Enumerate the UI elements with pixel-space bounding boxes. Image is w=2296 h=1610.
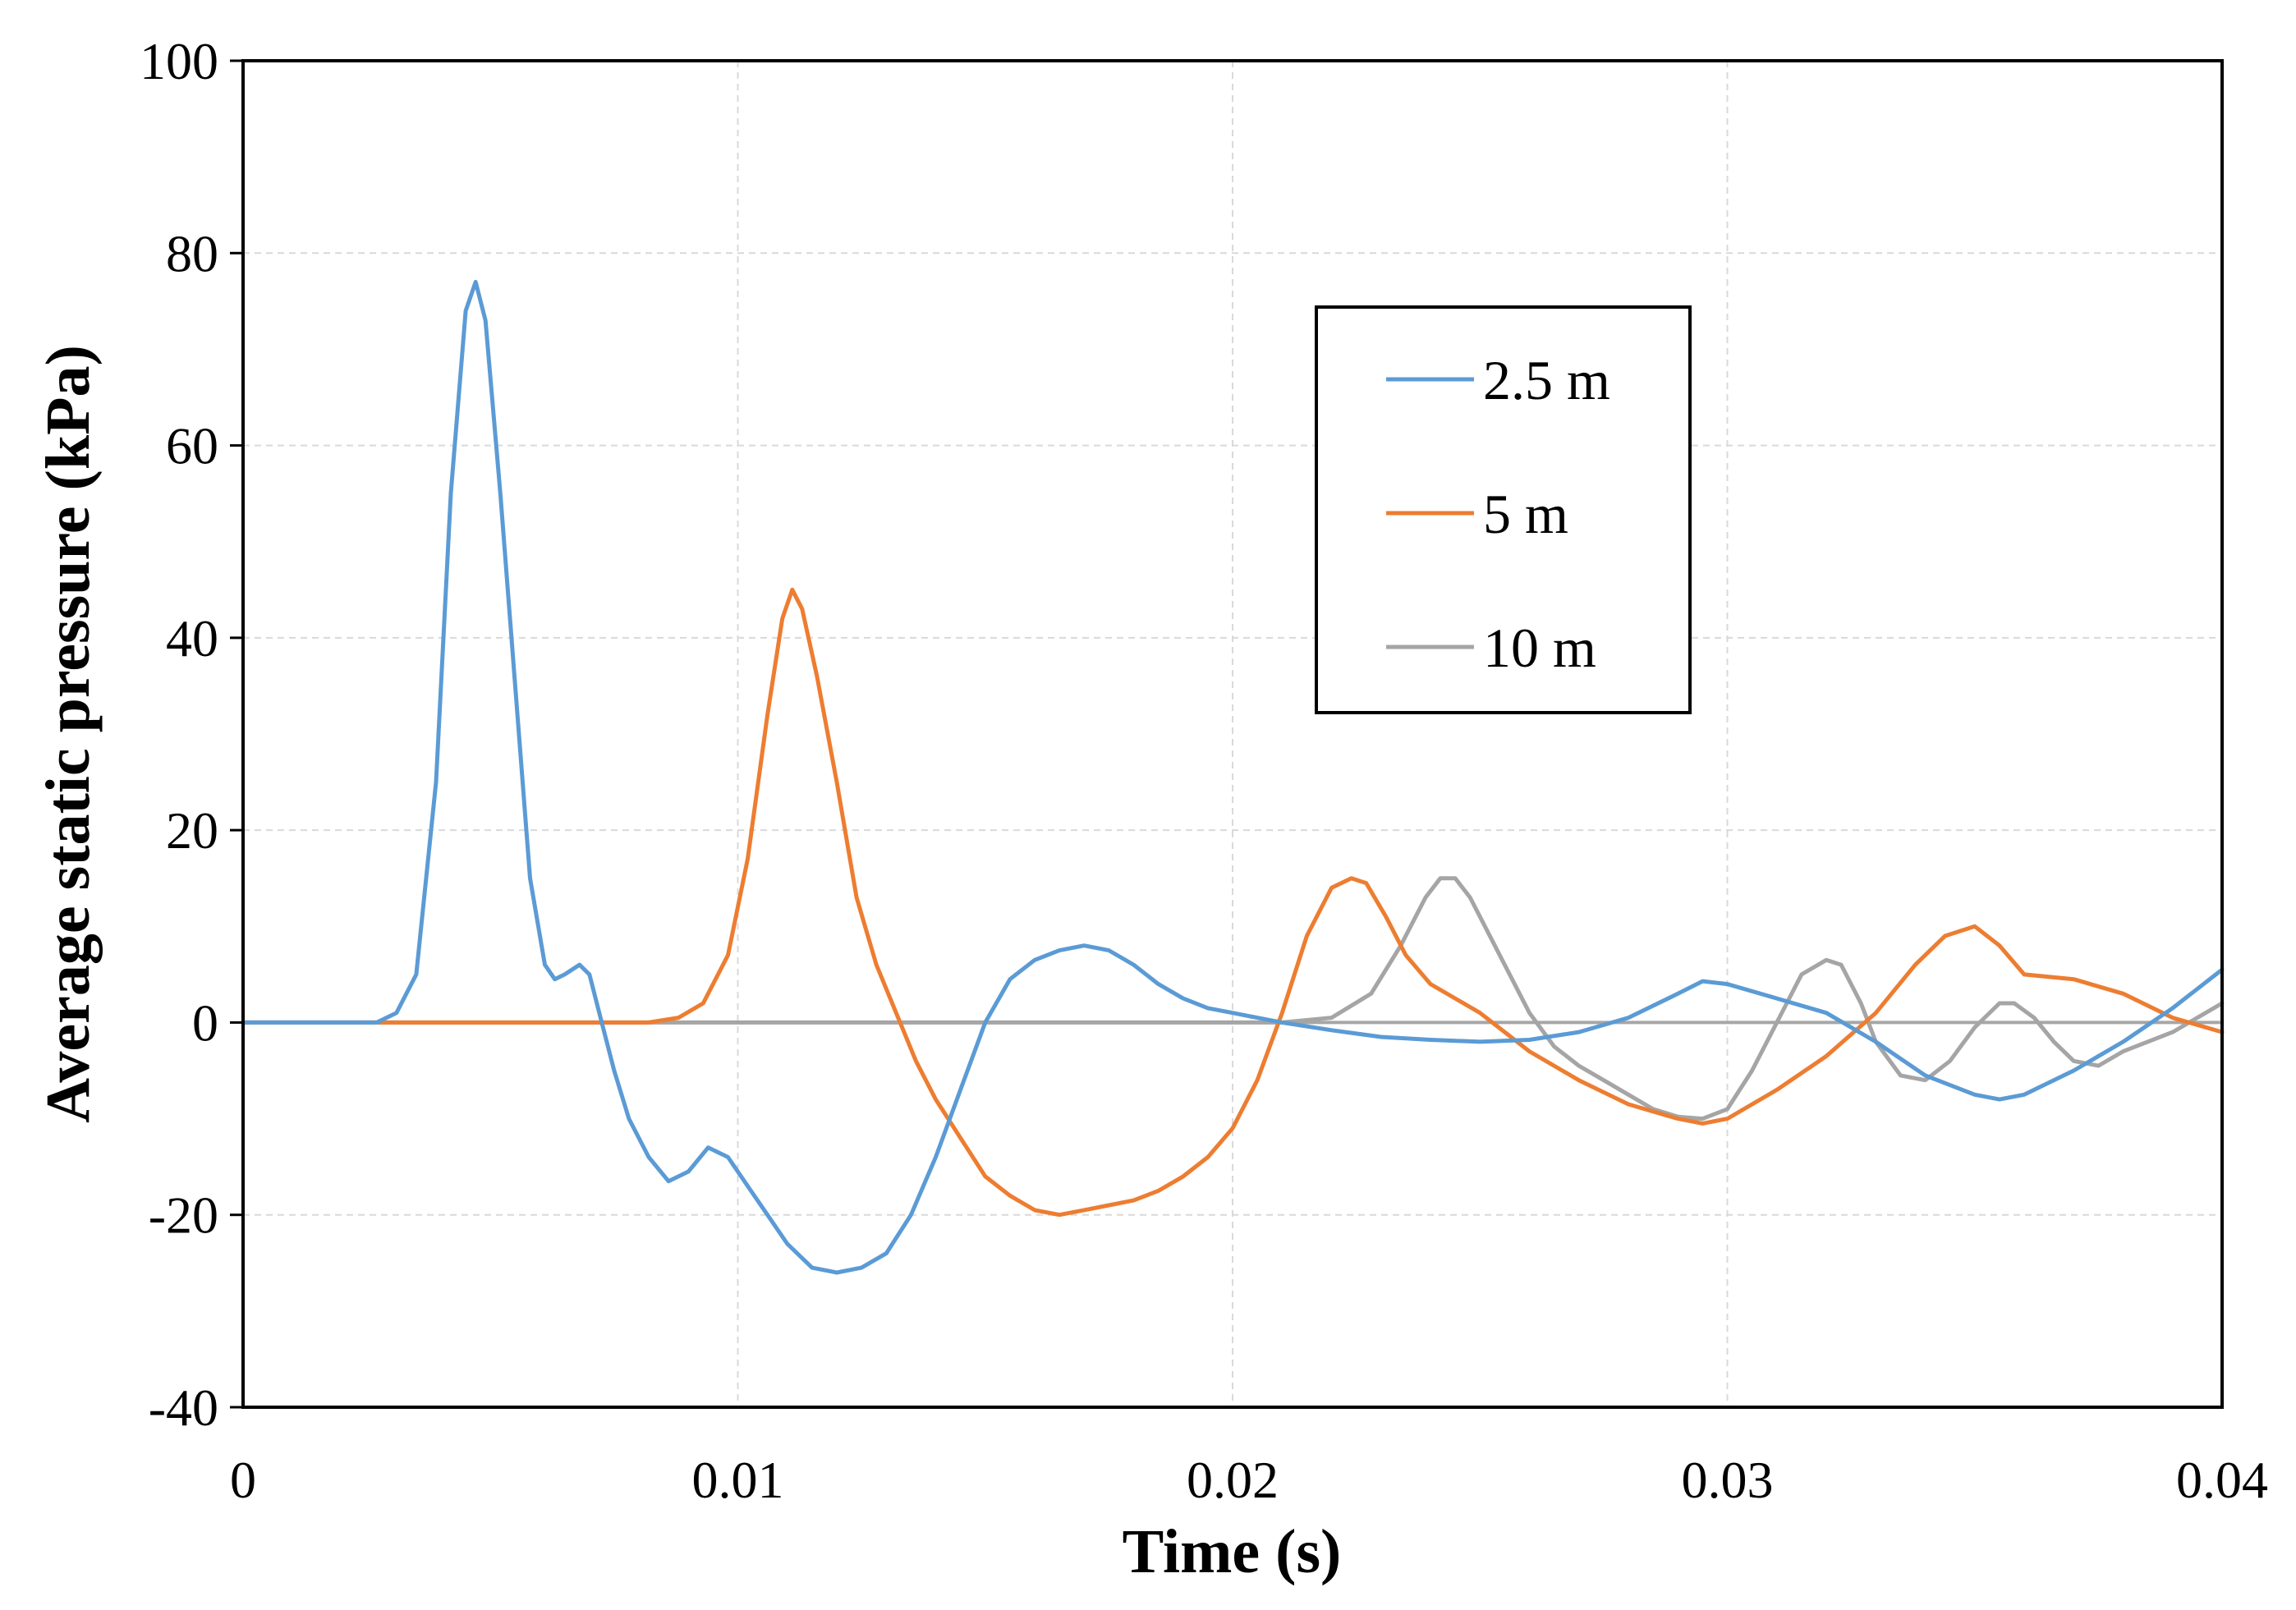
plot-area-border — [241, 59, 2224, 1409]
legend-box — [1315, 305, 1692, 714]
legend-label-10-m: 10 m — [1483, 617, 1596, 679]
x-tick-label: 0.03 — [1682, 1451, 1774, 1509]
x-tick-label: 0 — [230, 1451, 256, 1509]
legend-label-5-m: 5 m — [1483, 483, 1568, 545]
y-tick-label: 20 — [166, 801, 218, 860]
x-tick-label: 0.02 — [1187, 1451, 1279, 1509]
data-series — [241, 279, 2225, 1275]
y-tick-label: -20 — [149, 1186, 218, 1245]
legend: 2.5 m 5 m 10 m — [1315, 305, 1692, 714]
legend-label-2-5-m: 2.5 m — [1483, 349, 1610, 411]
y-tick-label: 0 — [192, 993, 218, 1052]
y-tick-label: 40 — [166, 609, 218, 667]
x-tick-label: 0.01 — [692, 1451, 784, 1509]
y-tick-label: -40 — [149, 1378, 218, 1437]
x-tick-labels: 0 0.01 0.02 0.03 0.04 — [230, 1451, 2268, 1509]
x-axis-title: Time (s) — [1123, 1517, 1342, 1586]
y-axis-title: Average static pressure (kPa) — [34, 345, 103, 1123]
y-tick-label: 80 — [166, 224, 218, 282]
legend-items: 2.5 m 5 m 10 m — [1386, 349, 1610, 679]
y-tick-label: 100 — [140, 32, 218, 90]
series-line-10-m — [241, 876, 2225, 1121]
y-tick-labels: -40 -20 0 20 40 60 80 100 — [140, 32, 243, 1437]
x-tick-label: 0.04 — [2176, 1451, 2268, 1509]
series-line-5-m — [241, 587, 2225, 1218]
y-tick-label: 60 — [166, 417, 218, 475]
series-line-2-5-m — [241, 279, 2225, 1275]
